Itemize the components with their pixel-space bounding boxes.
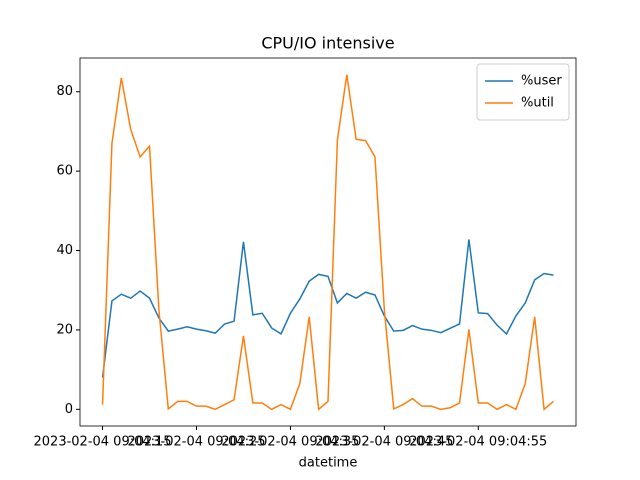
legend-box [476,63,570,121]
y-tick-label: 20 [56,322,73,337]
legend-label: %user [521,74,562,89]
series-line [101,74,554,411]
x-tick-label: 2023-02-04 09:04:15 [34,435,172,450]
y-tick-label: 40 [56,243,73,258]
x-tick-label: 2023-02-04 09:04:45 [315,435,453,450]
y-tick-label: 60 [56,164,73,179]
y-tick-label: 80 [56,84,73,99]
x-axis-label: datetime [299,456,358,471]
chart-title: CPU/IO intensive [261,34,394,53]
x-tick-label: 2023-02-04 09:04:25 [127,435,265,450]
x-tick-label: 2023-02-04 09:04:35 [221,435,359,450]
plot-frame [79,57,577,427]
series-line [101,239,554,378]
y-tick-label: 0 [65,402,73,417]
x-tick-label: 2023-02-04 09:04:55 [409,435,547,450]
legend-label: %util [521,96,554,111]
